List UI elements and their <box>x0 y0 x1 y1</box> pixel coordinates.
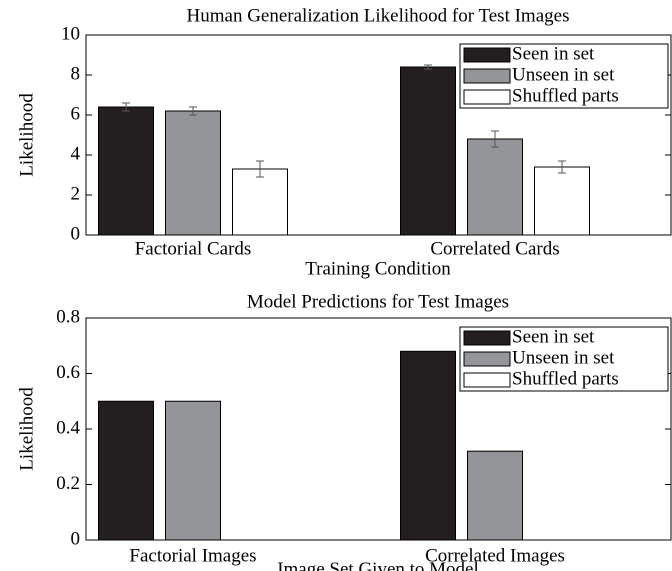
y-tick-label: 0.6 <box>56 362 80 383</box>
chart-title: Model Predictions for Test Images <box>247 291 509 312</box>
legend-label: Shuffled parts <box>512 368 619 389</box>
y-tick-label: 0 <box>71 223 81 244</box>
y-tick-label: 0.8 <box>56 306 80 327</box>
legend-swatch <box>463 68 511 84</box>
error-bar <box>558 160 566 174</box>
error-bar <box>491 130 499 148</box>
legend-swatch <box>463 89 511 105</box>
axes-frame <box>85 34 672 236</box>
y-axis-label: Likelihood <box>16 93 37 177</box>
y-tick-label: 6 <box>71 103 81 124</box>
x-tick-label: Correlated Cards <box>430 238 559 259</box>
error-bar <box>122 102 130 112</box>
x-tick-label: Factorial Cards <box>135 238 252 259</box>
bar <box>534 166 590 236</box>
error-bar <box>256 160 264 178</box>
y-tick-label: 10 <box>61 23 80 44</box>
error-bar <box>189 106 197 116</box>
legend-swatch <box>463 372 511 388</box>
legend-label: Unseen in set <box>512 64 615 85</box>
y-tick-label: 4 <box>71 143 81 164</box>
bar <box>232 168 288 236</box>
legend-swatch <box>463 330 511 346</box>
y-tick-label: 8 <box>71 63 81 84</box>
x-axis-label: Image Set Given to Model <box>277 559 479 571</box>
x-tick-label: Correlated Images <box>425 545 565 566</box>
y-tick-label: 0.4 <box>56 417 80 438</box>
y-axis-label: Likelihood <box>16 387 37 471</box>
bar <box>98 106 154 236</box>
bar <box>400 350 456 541</box>
legend-label: Seen in set <box>512 326 595 347</box>
y-tick-label: 0 <box>71 528 81 549</box>
x-axis-label: Training Condition <box>305 258 451 279</box>
legend-label: Unseen in set <box>512 347 615 368</box>
bar <box>400 66 456 236</box>
y-tick-label: 0.2 <box>56 473 80 494</box>
legend-label: Shuffled parts <box>512 85 619 106</box>
legend-swatch <box>463 351 511 367</box>
error-bar <box>424 64 432 70</box>
legend-swatch <box>463 47 511 63</box>
x-tick-label: Factorial Images <box>129 545 256 566</box>
y-tick-label: 2 <box>71 183 81 204</box>
bar <box>467 138 523 236</box>
bar <box>98 400 154 541</box>
bar <box>467 450 523 541</box>
bar <box>165 400 221 541</box>
bar <box>165 110 221 236</box>
chart-title: Human Generalization Likelihood for Test… <box>187 5 570 26</box>
legend-label: Seen in set <box>512 43 595 64</box>
axes-frame <box>85 317 672 541</box>
